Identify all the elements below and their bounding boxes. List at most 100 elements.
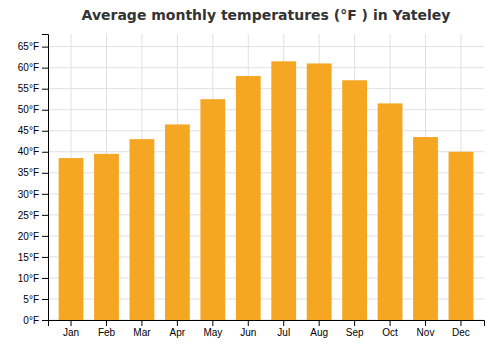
y-tick-label: 15°F xyxy=(18,252,39,263)
plot-area: Jan Feb Mar Apr May Jun Jul Aug Sep Oct Nov Dec 0°F 5… xyxy=(18,34,485,338)
x-tick-label: Feb xyxy=(98,327,116,338)
bar xyxy=(236,76,261,320)
x-tick-mark xyxy=(319,320,320,326)
y-tick-label: 10°F xyxy=(18,273,39,284)
y-axis-line xyxy=(42,35,49,321)
y-tick-label: 45°F xyxy=(18,125,39,136)
x-tick-mark xyxy=(212,320,213,326)
x-tick-label: Nov xyxy=(417,327,435,338)
x-tick: Aug xyxy=(310,320,328,338)
y-tick-label: 55°F xyxy=(18,83,39,94)
y-tick-mark xyxy=(42,299,48,300)
x-tick: Feb xyxy=(98,320,116,338)
y-tick: 50°F xyxy=(18,104,48,115)
chart-container: Jan Feb Mar Apr May Jun Jul Aug Sep Oct Nov Dec 0°F 5… xyxy=(0,0,500,350)
bar xyxy=(130,139,155,320)
y-tick-mark xyxy=(42,278,48,279)
x-tick-mark xyxy=(177,320,178,326)
y-tick-label: 40°F xyxy=(18,146,39,157)
bar xyxy=(449,152,474,320)
x-tick-mark xyxy=(141,320,142,326)
x-tick-label: May xyxy=(203,327,222,338)
y-grid-line xyxy=(48,67,484,68)
x-tick-label: Mar xyxy=(133,327,151,338)
bar xyxy=(59,158,84,320)
x-tick: Jan xyxy=(63,320,79,338)
y-tick-label: 20°F xyxy=(18,231,39,242)
y-tick: 30°F xyxy=(18,189,48,200)
bar xyxy=(94,154,119,320)
y-tick-label: 0°F xyxy=(23,315,39,326)
x-tick-label: Jun xyxy=(240,327,256,338)
x-tick-label: Jan xyxy=(63,327,79,338)
grid xyxy=(48,34,484,320)
x-tick-mark xyxy=(106,320,107,326)
y-tick-label: 60°F xyxy=(18,62,39,73)
x-tick-label: Oct xyxy=(382,327,398,338)
y-tick: 40°F xyxy=(18,146,48,157)
y-tick: 20°F xyxy=(18,231,48,242)
y-grid-line xyxy=(48,130,484,131)
y-grid-line xyxy=(48,46,484,47)
chart-title: Average monthly temperatures (°F ) in Ya… xyxy=(82,7,451,23)
x-tick-mark xyxy=(354,320,355,326)
y-tick: 25°F xyxy=(18,210,48,221)
bar xyxy=(342,80,367,320)
y-tick: 15°F xyxy=(18,252,48,263)
bar xyxy=(271,61,296,320)
y-tick-mark xyxy=(42,257,48,258)
x-tick: Jun xyxy=(240,320,256,338)
y-tick: 55°F xyxy=(18,83,48,94)
x-tick-label: Sep xyxy=(346,327,364,338)
x-tick-mark xyxy=(283,320,284,326)
y-tick-label: 35°F xyxy=(18,167,39,178)
y-tick: 45°F xyxy=(18,125,48,136)
y-tick-mark xyxy=(42,131,48,132)
y-tick-label: 5°F xyxy=(23,294,39,305)
x-tick-mark xyxy=(248,320,249,326)
y-tick-mark xyxy=(42,152,48,153)
bar xyxy=(378,103,403,320)
x-tick-mark xyxy=(71,320,72,326)
chart-svg: Jan Feb Mar Apr May Jun Jul Aug Sep Oct Nov Dec 0°F 5… xyxy=(0,0,500,350)
x-tick-label: Aug xyxy=(310,327,328,338)
y-tick: 5°F xyxy=(23,294,48,305)
y-tick-mark xyxy=(42,194,48,195)
y-tick-mark xyxy=(42,215,48,216)
y-tick: 60°F xyxy=(18,62,48,73)
bars xyxy=(59,61,474,320)
bar xyxy=(200,99,225,320)
y-tick-mark xyxy=(42,320,48,321)
y-tick-label: 50°F xyxy=(18,104,39,115)
y-tick-label: 65°F xyxy=(18,41,39,52)
y-tick: 35°F xyxy=(18,167,48,178)
x-axis: Jan Feb Mar Apr May Jun Jul Aug Sep Oct Nov Dec xyxy=(49,320,485,338)
x-tick: Jul xyxy=(277,320,290,338)
y-tick-mark xyxy=(42,236,48,237)
x-tick-mark xyxy=(460,320,461,326)
y-tick-label: 25°F xyxy=(18,210,39,221)
y-tick-mark xyxy=(42,89,48,90)
x-tick: Sep xyxy=(346,320,364,338)
y-tick: 65°F xyxy=(18,41,48,52)
x-tick-mark xyxy=(425,320,426,326)
x-tick-label: Apr xyxy=(170,327,186,338)
x-tick: Apr xyxy=(170,320,186,338)
y-tick-mark xyxy=(42,110,48,111)
y-axis: 0°F 5°F 10°F 15°F 20°F 25°F 30°F 35°F 40°F 45°F 50… xyxy=(18,35,49,326)
x-tick-label: Dec xyxy=(452,327,470,338)
x-tick-mark xyxy=(390,320,391,326)
y-tick-mark xyxy=(42,47,48,48)
x-tick: Nov xyxy=(417,320,435,338)
x-tick: May xyxy=(203,320,222,338)
bar xyxy=(413,137,438,320)
y-tick-label: 30°F xyxy=(18,189,39,200)
x-tick: Mar xyxy=(133,320,151,338)
x-tick-label: Jul xyxy=(277,327,290,338)
x-axis-line xyxy=(49,321,485,327)
y-grid-line xyxy=(48,109,484,110)
y-tick-mark xyxy=(42,68,48,69)
bar xyxy=(165,124,190,320)
y-tick: 0°F xyxy=(23,315,48,326)
y-tick-mark xyxy=(42,173,48,174)
